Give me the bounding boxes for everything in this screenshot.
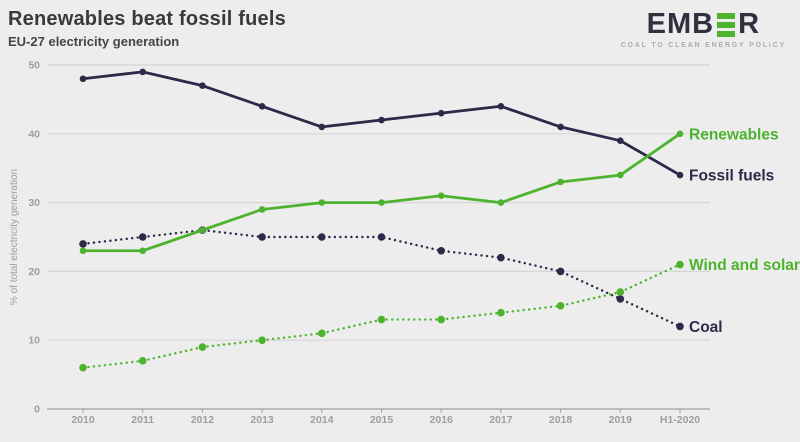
data-point [437, 192, 445, 200]
chart-header: Renewables beat fossil fuels EU-27 elect… [0, 0, 800, 58]
data-point [199, 226, 206, 234]
x-axis: 2010 2011 2012 2013 2014 2015 2016 2017 2018 2019… [47, 408, 710, 426]
data-point [556, 302, 565, 310]
y-tick-label: 30 [28, 197, 40, 209]
y-axis-title: % of total electricity generation [9, 169, 20, 305]
data-point [377, 315, 386, 324]
data-point [138, 233, 147, 241]
data-point [676, 130, 684, 138]
data-point [318, 199, 326, 206]
y-tick-label: 50 [28, 60, 40, 72]
x-tick-label: 2019 [609, 414, 633, 426]
data-point [497, 308, 505, 317]
data-point [616, 288, 625, 296]
x-tick-label: H1-2020 [660, 414, 700, 426]
y-tick-label: 0 [34, 404, 40, 416]
data-point [198, 343, 207, 351]
page-subtitle: EU-27 electricity generation [8, 34, 180, 49]
data-point [139, 68, 146, 76]
data-point [318, 233, 326, 241]
data-point [437, 109, 445, 117]
data-point [497, 253, 505, 262]
logo-text-left: EMB [646, 8, 715, 40]
data-point [258, 336, 266, 345]
data-point [138, 357, 147, 365]
data-point [497, 102, 505, 110]
data-point [617, 137, 624, 144]
logo-text-right: R [738, 8, 761, 40]
data-point [437, 246, 446, 255]
data-point [676, 171, 684, 179]
data-point [258, 206, 266, 213]
page-title: Renewables beat fossil fuels [8, 8, 286, 30]
x-tick-label: 2011 [131, 414, 154, 426]
x-tick-label: 2015 [370, 414, 394, 426]
y-tick-label: 20 [28, 266, 40, 278]
data-point [79, 363, 87, 372]
data-point [139, 247, 146, 255]
series-fossil-fuels [79, 68, 684, 179]
data-point [79, 247, 87, 255]
data-point [318, 329, 326, 338]
data-point [199, 82, 206, 89]
y-tick-label: 10 [28, 335, 40, 347]
series-renewables [79, 130, 684, 255]
x-tick-label: 2016 [430, 414, 454, 426]
series-label-coal: Coal [689, 319, 723, 336]
data-point [437, 315, 446, 324]
y-axis: 0 10 20 30 40 50 % of total electricity genera… [9, 60, 40, 416]
titles-block: Renewables beat fossil fuels EU-27 elect… [8, 8, 286, 49]
logo-tagline: COAL TO CLEAN ENERGY POLICY [620, 42, 786, 49]
series-labels: Fossil fuels Renewables Coal Wind and solar [689, 126, 800, 336]
data-point [79, 75, 87, 83]
data-point [557, 123, 564, 131]
data-point [378, 116, 385, 124]
data-point [497, 199, 505, 206]
ember-logo-wordmark: EMB R [647, 10, 760, 39]
series-label-wind-and-solar: Wind and solar [689, 257, 800, 274]
x-tick-label: 2014 [310, 414, 334, 426]
x-tick-label: 2017 [489, 414, 513, 426]
data-point [258, 233, 266, 241]
series-label-renewables: Renewables [689, 126, 779, 143]
logo-green-e-icon [717, 12, 736, 37]
data-point [557, 178, 564, 186]
x-tick-label: 2010 [71, 414, 95, 426]
series-label-fossil-fuels: Fossil fuels [689, 168, 774, 185]
x-tick-label: 2018 [549, 414, 573, 426]
x-tick-label: 2012 [191, 414, 215, 426]
series-wind-and-solar [79, 260, 684, 372]
ember-logo: EMB R COAL TO CLEAN ENERGY POLICY [620, 10, 786, 50]
data-point [258, 102, 266, 110]
data-point [676, 260, 684, 269]
data-point [79, 240, 87, 248]
data-point [377, 233, 386, 241]
data-point [378, 199, 385, 206]
y-tick-label: 40 [28, 128, 40, 140]
data-point [318, 123, 326, 131]
data-point [616, 295, 625, 303]
data-point [676, 322, 684, 331]
data-point [556, 267, 565, 276]
x-tick-label: 2013 [250, 414, 274, 426]
data-point [617, 171, 624, 179]
